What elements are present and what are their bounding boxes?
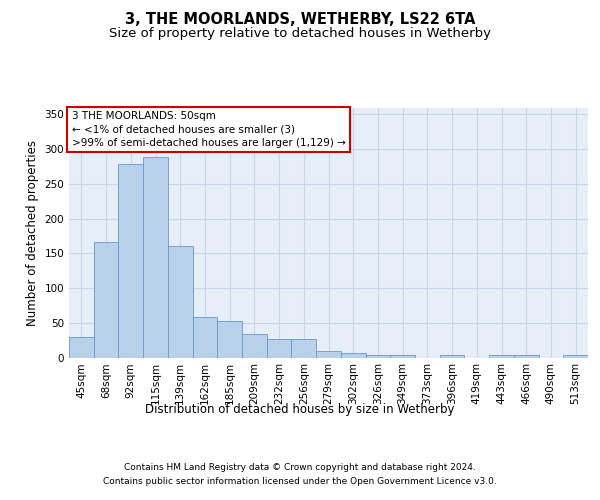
Text: Contains HM Land Registry data © Crown copyright and database right 2024.: Contains HM Land Registry data © Crown c…: [124, 462, 476, 471]
Bar: [94, 242, 118, 358]
Bar: [242, 334, 267, 357]
Bar: [489, 356, 514, 358]
Bar: [168, 246, 193, 358]
Text: 3 THE MOORLANDS: 50sqm
← <1% of detached houses are smaller (3)
>99% of semi-det: 3 THE MOORLANDS: 50sqm ← <1% of detached…: [71, 112, 346, 148]
Bar: [267, 340, 292, 357]
Bar: [69, 338, 94, 357]
Text: Size of property relative to detached houses in Wetherby: Size of property relative to detached ho…: [109, 28, 491, 40]
Bar: [563, 354, 588, 358]
Bar: [390, 356, 415, 358]
Bar: [143, 157, 168, 358]
Y-axis label: Number of detached properties: Number of detached properties: [26, 140, 39, 326]
Bar: [514, 356, 539, 358]
Text: Contains public sector information licensed under the Open Government Licence v3: Contains public sector information licen…: [103, 478, 497, 486]
Bar: [440, 356, 464, 358]
Bar: [193, 317, 217, 358]
Bar: [316, 350, 341, 358]
Bar: [217, 322, 242, 358]
Bar: [341, 354, 365, 358]
Text: 3, THE MOORLANDS, WETHERBY, LS22 6TA: 3, THE MOORLANDS, WETHERBY, LS22 6TA: [125, 12, 475, 28]
Bar: [118, 164, 143, 358]
Bar: [365, 354, 390, 358]
Text: Distribution of detached houses by size in Wetherby: Distribution of detached houses by size …: [145, 402, 455, 415]
Bar: [292, 340, 316, 357]
